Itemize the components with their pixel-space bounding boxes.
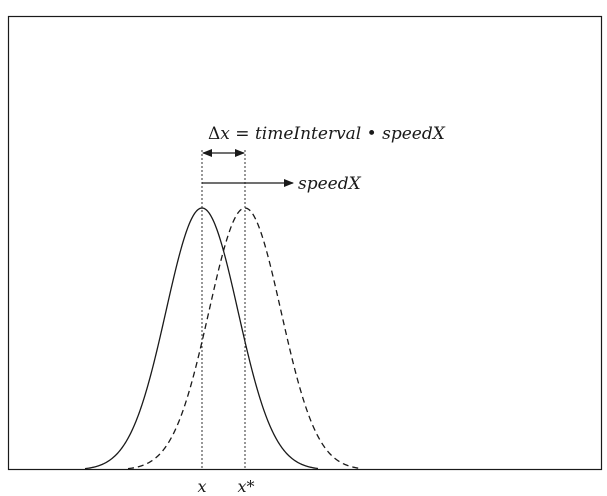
equation-label: Δx = timeInterval • speedX [208,124,446,144]
equation-lhs-var: x [220,124,230,144]
solid-gaussian-curve [84,207,319,470]
speed-label: speedX [298,174,362,194]
equation-speed: speedX [382,124,446,144]
equation-dot: • [361,124,382,144]
equation-equals: = [230,124,255,144]
x-position-label: x [197,477,206,496]
xstar-position-label: x* [237,477,254,496]
delta-symbol: Δ [208,124,220,144]
frame-border [7,15,603,471]
equation-time-interval: timeInterval [255,124,361,144]
